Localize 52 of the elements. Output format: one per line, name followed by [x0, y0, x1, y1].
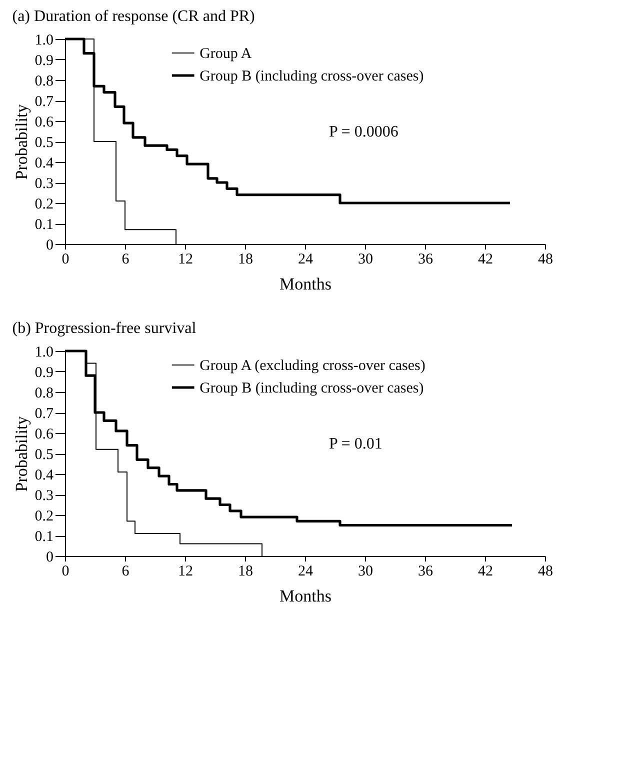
annotation: P = 0.01: [329, 435, 382, 452]
x-tick-label: 18: [238, 564, 253, 580]
y-tick-label: 0.5: [34, 135, 54, 151]
x-tick-label: 12: [178, 252, 193, 268]
x-tick-label: 0: [62, 564, 70, 580]
x-tick-label: 24: [298, 252, 314, 268]
y-tick-label: 0.1: [34, 529, 54, 545]
y-tick-label: 0.6: [34, 114, 54, 130]
chart-title: (a) Duration of response (CR and PR): [12, 8, 255, 25]
x-tick-label: 6: [122, 252, 130, 268]
y-tick-label: 0.4: [34, 468, 54, 484]
x-axis-title: Months: [280, 274, 332, 294]
y-tick-label: 0.6: [34, 426, 54, 442]
y-tick-label: 1.0: [34, 344, 54, 360]
y-tick-label: 0.3: [34, 488, 54, 504]
x-tick-label: 48: [538, 564, 553, 580]
legend-label: Group A: [200, 46, 252, 62]
y-tick-label: 0.4: [34, 156, 54, 172]
y-tick-label: 0.2: [34, 508, 54, 524]
x-tick-label: 36: [418, 564, 434, 580]
y-tick-label: 0: [46, 550, 54, 566]
y-tick-label: 0.5: [34, 447, 54, 463]
x-tick-label: 0: [62, 252, 70, 268]
annotation: P = 0.0006: [329, 123, 398, 140]
x-tick-label: 12: [178, 564, 193, 580]
y-axis-title: Probability: [12, 104, 31, 180]
chart-title: (b) Progression-free survival: [12, 320, 197, 337]
y-axis-title: Probability: [12, 416, 31, 492]
x-tick-label: 30: [358, 564, 373, 580]
x-axis-title: Months: [280, 586, 332, 606]
y-tick-label: 0.8: [34, 386, 54, 402]
y-tick-label: 0.2: [34, 196, 54, 212]
legend-label: Group A (excluding cross-over cases): [200, 358, 426, 374]
y-tick-label: 0.7: [34, 94, 54, 110]
y-tick-label: 1.0: [34, 32, 54, 48]
legend-label: Group B (including cross-over cases): [200, 380, 424, 396]
x-tick-label: 30: [358, 252, 373, 268]
y-tick-label: 0.1: [34, 217, 54, 233]
x-tick-label: 42: [478, 252, 493, 268]
y-tick-label: 0.9: [34, 53, 54, 69]
x-tick-label: 6: [122, 564, 130, 580]
legend-label: Group B (including cross-over cases): [200, 68, 424, 84]
x-tick-label: 18: [238, 252, 253, 268]
x-tick-label: 36: [418, 252, 434, 268]
x-tick-label: 42: [478, 564, 493, 580]
y-tick-label: 0.9: [34, 365, 54, 381]
y-tick-label: 0: [46, 238, 54, 254]
y-tick-label: 0.7: [34, 406, 54, 422]
y-tick-label: 0.8: [34, 74, 54, 90]
y-tick-label: 0.3: [34, 176, 54, 192]
x-tick-label: 24: [298, 564, 314, 580]
x-tick-label: 48: [538, 252, 553, 268]
